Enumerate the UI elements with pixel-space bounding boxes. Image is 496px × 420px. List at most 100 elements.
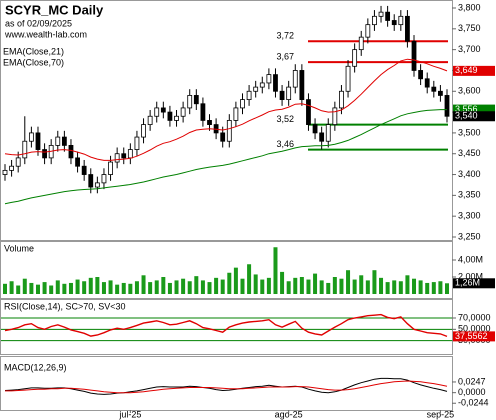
- candle-body: [28, 132, 34, 142]
- volume-bar: [431, 282, 436, 294]
- candle-body: [154, 107, 160, 117]
- x-tick-label: ago-25: [275, 409, 303, 419]
- volume-bar: [42, 282, 47, 294]
- volume-bar: [88, 277, 93, 294]
- candle-body: [332, 107, 338, 125]
- volume-bar: [365, 280, 370, 294]
- candle-body: [15, 157, 21, 167]
- candle-body: [88, 174, 94, 188]
- volume-bar: [3, 283, 7, 294]
- x-tick-label: sep-25: [427, 409, 455, 419]
- y-tick-label: 3,250: [458, 231, 481, 241]
- volume-bar: [200, 280, 205, 294]
- volume-bar: [332, 277, 337, 294]
- volume-bar: [62, 283, 67, 294]
- candle-body: [339, 90, 344, 109]
- y-tick-label: 3,800: [458, 2, 481, 12]
- volume-bar: [35, 284, 40, 294]
- candle-body: [141, 124, 146, 138]
- panel-title: MACD(12,26,9): [4, 362, 67, 372]
- candle-body: [418, 70, 424, 80]
- candle-body: [240, 99, 245, 109]
- indicator-line: [5, 380, 448, 394]
- y-tick-label: 3,450: [458, 148, 481, 158]
- chart-title: SCYR_MC Daily: [5, 2, 104, 17]
- volume-bar: [95, 277, 100, 294]
- candle-body: [411, 40, 417, 71]
- candle-body: [325, 124, 331, 142]
- volume-bar: [154, 280, 159, 294]
- volume-bar: [372, 270, 377, 294]
- volume-bar: [22, 278, 27, 294]
- candle-body: [352, 49, 358, 67]
- candle-body: [286, 86, 292, 101]
- macd-panel: [0, 356, 453, 411]
- value-label: 37,5562: [455, 331, 488, 341]
- volume-bar: [115, 284, 120, 294]
- candle-body: [266, 74, 272, 84]
- candle-body: [81, 165, 87, 175]
- volume-bar: [207, 282, 212, 294]
- value-label: 1,26M: [455, 278, 480, 288]
- candle-body: [253, 86, 259, 92]
- volume-bar: [306, 279, 311, 294]
- candle-body: [345, 65, 351, 92]
- candle-body: [68, 144, 74, 159]
- candle-body: [180, 107, 186, 117]
- value-label: 3,649: [455, 65, 478, 75]
- value-box: [453, 278, 495, 289]
- volume-bar: [438, 281, 443, 294]
- volume-bar: [405, 275, 410, 294]
- y-tick-label: 0,0247: [458, 376, 486, 386]
- ema-line: [4, 109, 447, 205]
- candle-body: [9, 165, 14, 171]
- value-box: [453, 111, 495, 122]
- candle-body: [292, 70, 298, 88]
- candle-body: [306, 99, 311, 125]
- volume-bar: [16, 285, 21, 294]
- volume-bar: [379, 277, 384, 294]
- candle-body: [174, 115, 179, 121]
- candle-body: [431, 86, 437, 92]
- volume-bar: [280, 271, 285, 294]
- value-box: [453, 331, 495, 342]
- volume-panel: [0, 241, 453, 299]
- y-tick-label: 3,750: [458, 23, 481, 33]
- volume-bar: [266, 277, 271, 294]
- y-tick-label: 3,300: [458, 211, 481, 221]
- volume-bar: [187, 281, 192, 294]
- candle-body: [438, 90, 443, 96]
- volume-bar: [260, 279, 265, 294]
- candle-body: [127, 149, 133, 159]
- volume-bar: [101, 282, 106, 294]
- volume-bar: [385, 282, 390, 294]
- volume-bar: [326, 282, 331, 294]
- legend-entry: EMA(Close,70): [3, 57, 64, 67]
- volume-bar: [214, 277, 219, 294]
- volume-bar: [75, 279, 80, 294]
- volume-bar: [220, 279, 225, 294]
- candle-body: [147, 115, 153, 125]
- candle-body: [424, 78, 430, 88]
- volume-bar: [247, 264, 252, 294]
- candle-body: [233, 107, 239, 121]
- volume-bar: [418, 280, 423, 294]
- volume-bar: [253, 274, 258, 294]
- value-box: [453, 104, 495, 115]
- panel-title: Volume: [4, 243, 34, 253]
- y-tick-label: 3,400: [458, 169, 481, 179]
- candle-body: [319, 132, 325, 142]
- value-box: [453, 65, 495, 76]
- candle-body: [365, 24, 371, 38]
- candle-body: [42, 149, 47, 159]
- volume-bar: [313, 273, 318, 294]
- legend-entry: EMA(Close,21): [3, 46, 64, 56]
- volume-bar: [161, 277, 166, 294]
- y-tick-label: 3,500: [458, 127, 481, 137]
- y-tick-label: 0,0000: [458, 387, 486, 397]
- candle-body: [167, 111, 173, 121]
- candle-body: [259, 82, 265, 88]
- candle-body: [444, 95, 450, 117]
- volume-bar: [121, 282, 126, 294]
